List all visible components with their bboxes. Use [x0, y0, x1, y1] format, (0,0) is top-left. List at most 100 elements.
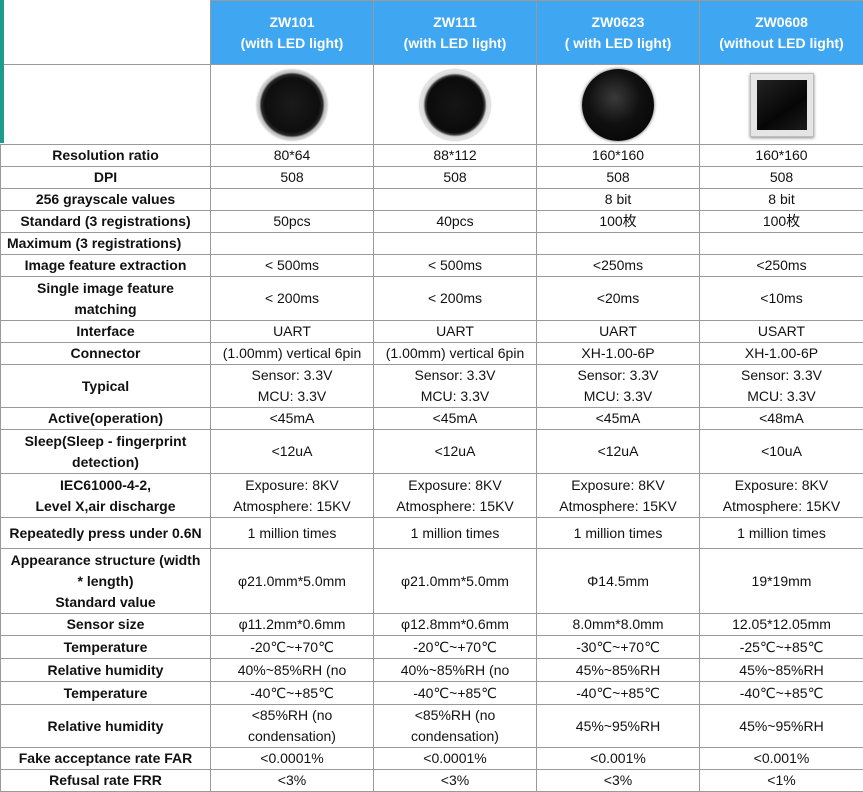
cell-text: Exposure: 8KV	[245, 477, 338, 493]
cell-text: φ12.8mm*0.6mm	[401, 616, 509, 632]
table-row: Connector (1.00mm) vertical 6pin (1.00mm) …	[1, 343, 863, 365]
cell-text: -20℃~+70℃	[413, 639, 497, 655]
table-cell: -30℃~+70℃	[537, 636, 700, 659]
cell-text: φ11.2mm*0.6mm	[239, 616, 346, 632]
cell-text: -20℃~+70℃	[250, 639, 334, 655]
row-label: Appearance structure (width* length)Stan…	[1, 549, 211, 614]
row-label: Temperature	[1, 636, 211, 659]
cell-text: 1 million times	[574, 525, 663, 541]
round-sensor-icon	[420, 70, 490, 140]
cell-text: <250ms	[593, 257, 643, 273]
row-label: Resolution ratio	[1, 145, 211, 167]
cell-text: <250ms	[756, 257, 806, 273]
model-note: ( with LED light)	[565, 35, 672, 51]
table-cell: 45%~85%RH	[700, 659, 863, 682]
cell-text: 45%~85%RH	[739, 662, 823, 678]
table-cell: 88*112	[374, 145, 537, 167]
model-name: ZW0623	[592, 14, 645, 30]
row-label: Image feature extraction	[1, 255, 211, 277]
cell-text: -40℃~+85℃	[740, 685, 824, 701]
square-sensor-icon	[750, 73, 814, 137]
table-cell: <3%	[211, 770, 374, 792]
model-note: (with LED light)	[404, 35, 507, 51]
product-image-cell	[537, 65, 700, 145]
cell-text: 88*112	[433, 147, 476, 163]
model-note: (with LED light)	[241, 35, 344, 51]
cell-text: MCU: 3.3V	[747, 388, 815, 404]
cell-text: <10ms	[760, 290, 802, 306]
table-cell: <0.001%	[537, 748, 700, 770]
image-corner	[1, 65, 211, 145]
table-cell: 8 bit	[700, 189, 863, 211]
cell-text: 1 million times	[737, 525, 826, 541]
cell-text: 508	[770, 169, 793, 185]
table-row: Image feature extraction< 500ms< 500ms<2…	[1, 255, 863, 277]
table-cell: 1 million times	[211, 518, 374, 549]
cell-text: Resolution ratio	[52, 147, 159, 163]
cell-text: Connector	[71, 345, 141, 361]
model-name: ZW0608	[755, 14, 808, 30]
table-cell: <1%	[700, 770, 863, 792]
product-image-cell	[211, 65, 374, 145]
cell-text: Sensor: 3.3V	[252, 367, 333, 383]
cell-text: Sensor: 3.3V	[415, 367, 496, 383]
model-header: ZW111(with LED light)	[374, 1, 537, 65]
row-label: Standard (3 registrations)	[1, 211, 211, 233]
model-header: ZW0608(without LED light)	[700, 1, 863, 65]
table-cell: φ21.0mm*5.0mm	[374, 549, 537, 614]
table-cell: <0.0001%	[374, 748, 537, 770]
table-cell	[211, 233, 374, 255]
cell-text: φ21.0mm*5.0mm	[238, 573, 346, 589]
row-label: Typical	[1, 365, 211, 408]
product-image-cell	[374, 65, 537, 145]
cell-text: MCU: 3.3V	[584, 388, 652, 404]
cell-text: 100枚	[599, 213, 636, 229]
cell-text: <20ms	[597, 290, 639, 306]
table-cell: <250ms	[537, 255, 700, 277]
cell-text: (1.00mm) vertical 6pin	[223, 345, 362, 361]
round-black-sensor-icon	[582, 69, 654, 141]
cell-text: XH-1.00-6P	[745, 345, 818, 361]
cell-text: Standard value	[55, 594, 155, 610]
table-cell: (1.00mm) vertical 6pin	[374, 343, 537, 365]
row-label: Repeatedly press under 0.6N	[1, 518, 211, 549]
table-cell: 80*64	[211, 145, 374, 167]
table-cell: 508	[537, 167, 700, 189]
cell-text: 508	[280, 169, 303, 185]
table-cell: <45mA	[537, 408, 700, 430]
cell-text: 80*64	[274, 147, 311, 163]
cell-text: IEC61000-4-2,	[60, 477, 151, 493]
table-row: Temperature-20℃~+70℃-20℃~+70℃-30℃~+70℃-2…	[1, 636, 863, 659]
table-cell: < 500ms	[211, 255, 374, 277]
table-cell: (1.00mm) vertical 6pin	[211, 343, 374, 365]
table-cell: USART	[700, 321, 863, 343]
table-cell: 40%~85%RH (no	[374, 659, 537, 682]
cell-text: 45%~85%RH	[576, 662, 660, 678]
cell-text: -30℃~+70℃	[576, 639, 660, 655]
table-cell: <3%	[537, 770, 700, 792]
row-label: Relative humidity	[1, 705, 211, 748]
table-cell: UART	[374, 321, 537, 343]
table-cell	[700, 233, 863, 255]
table-cell: -20℃~+70℃	[374, 636, 537, 659]
table-cell: -40℃~+85℃	[700, 682, 863, 705]
table-cell: 100枚	[537, 211, 700, 233]
table-row: Active(operation)<45mA<45mA<45mA<48mA	[1, 408, 863, 430]
table-cell: 45%~95%RH	[700, 705, 863, 748]
cell-text: Sensor size	[67, 616, 145, 632]
model-header: ZW0623 ( with LED light)	[537, 1, 700, 65]
cell-text: Temperature	[64, 685, 148, 701]
cell-text: 508	[443, 169, 466, 185]
cell-text: 50pcs	[273, 213, 310, 229]
cell-text: USART	[758, 323, 805, 339]
